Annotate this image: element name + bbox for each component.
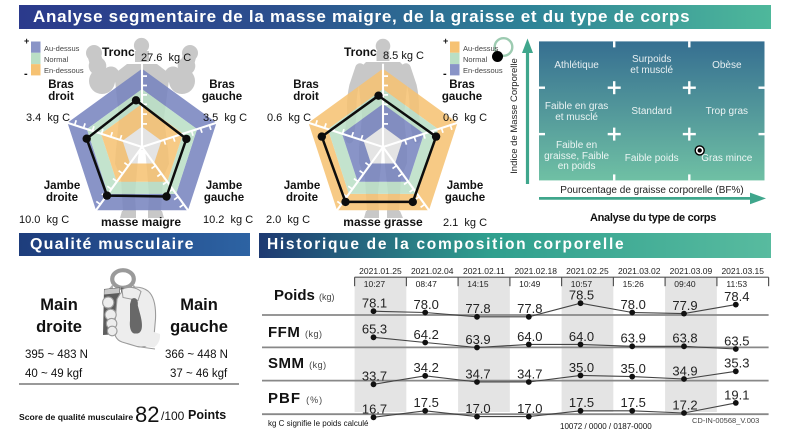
svg-text:34.7: 34.7 [517, 366, 542, 381]
svg-text:35.0: 35.0 [569, 360, 594, 375]
svg-text:35.3: 35.3 [724, 356, 749, 371]
svg-text:78.1: 78.1 [362, 296, 387, 311]
svg-text:33.7: 33.7 [362, 369, 387, 384]
svg-text:77.9: 77.9 [672, 298, 697, 313]
svg-text:63.5: 63.5 [724, 333, 749, 348]
svg-text:34.2: 34.2 [414, 360, 439, 375]
svg-text:19.1: 19.1 [724, 387, 749, 402]
svg-text:78.5: 78.5 [569, 288, 594, 303]
svg-text:17.0: 17.0 [517, 401, 542, 416]
svg-text:16.7: 16.7 [362, 402, 387, 417]
svg-text:17.2: 17.2 [672, 397, 697, 412]
svg-text:64.2: 64.2 [414, 327, 439, 342]
svg-text:17.0: 17.0 [465, 401, 490, 416]
svg-text:78.0: 78.0 [414, 297, 439, 312]
svg-text:34.9: 34.9 [672, 363, 697, 378]
svg-text:65.3: 65.3 [362, 322, 387, 337]
svg-text:78.4: 78.4 [724, 289, 749, 304]
svg-text:77.8: 77.8 [465, 301, 490, 316]
svg-text:35.0: 35.0 [621, 361, 646, 376]
svg-text:78.0: 78.0 [621, 297, 646, 312]
svg-text:64.0: 64.0 [517, 329, 542, 344]
svg-text:63.9: 63.9 [465, 332, 490, 347]
svg-text:77.8: 77.8 [517, 301, 542, 316]
svg-text:63.8: 63.8 [672, 331, 697, 346]
svg-text:64.0: 64.0 [569, 329, 594, 344]
svg-text:34.7: 34.7 [465, 366, 490, 381]
svg-text:17.5: 17.5 [621, 395, 646, 410]
svg-text:63.9: 63.9 [621, 331, 646, 346]
svg-text:17.5: 17.5 [569, 395, 594, 410]
svg-text:17.5: 17.5 [414, 395, 439, 410]
